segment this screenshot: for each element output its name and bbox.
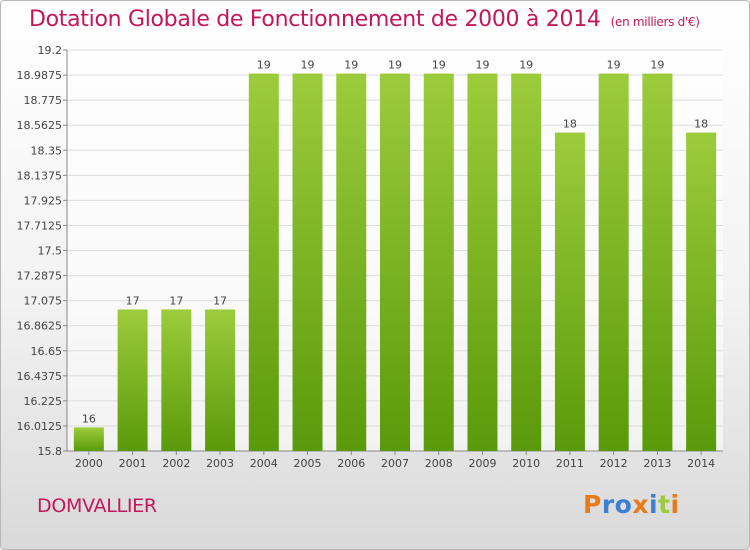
bar-2011	[554, 132, 585, 451]
bar-value-label: 19	[257, 59, 271, 72]
logo-letter: o	[614, 490, 633, 519]
bar-2005	[292, 73, 323, 452]
bar-value-label: 19	[388, 59, 402, 72]
x-tick-label: 2006	[337, 457, 365, 470]
y-tick-label: 18.775	[24, 94, 63, 107]
bar-value-label: 19	[650, 59, 664, 72]
bar-2001	[117, 309, 148, 451]
y-tick-label: 16.8625	[17, 320, 63, 333]
logo-letter: r	[601, 490, 615, 519]
bar-2004	[248, 73, 279, 452]
x-tick-label: 2007	[381, 457, 409, 470]
x-tick-label: 2005	[294, 457, 322, 470]
x-tick-label: 2001	[119, 457, 147, 470]
bar-2014	[686, 132, 717, 451]
bar-2013	[642, 73, 673, 452]
commune-name: DOMVALLIER	[37, 495, 157, 517]
y-tick-label: 16.65	[31, 345, 63, 358]
y-tick-label: 16.225	[24, 395, 63, 408]
logo-letter: i	[670, 490, 680, 519]
bar-2010	[511, 73, 542, 452]
chart-unit: (en milliers d'€)	[610, 15, 700, 29]
x-tick-label: 2002	[162, 457, 190, 470]
bar-2009	[467, 73, 498, 452]
y-tick-label: 16.4375	[17, 370, 63, 383]
proxiti-logo: Proxiti	[583, 490, 680, 519]
bar-value-label: 17	[169, 294, 183, 307]
x-tick-label: 2000	[75, 457, 103, 470]
y-tick-label: 17.925	[24, 194, 63, 207]
x-tick-label: 2013	[643, 457, 671, 470]
x-tick-label: 2009	[468, 457, 496, 470]
bar-2008	[423, 73, 454, 452]
x-tick-label: 2012	[600, 457, 628, 470]
bar-2003	[205, 309, 236, 451]
y-tick-label: 17.5	[38, 245, 63, 258]
chart-title-text: Dotation Globale de Fonctionnement de 20…	[29, 7, 601, 32]
y-tick-label: 18.1375	[17, 169, 63, 182]
x-tick-label: 2014	[687, 457, 715, 470]
bar-value-label: 19	[475, 59, 489, 72]
x-tick-label: 2003	[206, 457, 234, 470]
bar-value-label: 19	[301, 59, 315, 72]
bar-2000	[73, 427, 104, 451]
bar-value-label: 16	[82, 412, 96, 425]
x-tick-label: 2011	[556, 457, 584, 470]
y-tick-label: 15.8	[38, 445, 63, 458]
bar-value-label: 17	[126, 294, 140, 307]
bar-value-label: 19	[607, 59, 621, 72]
bar-2006	[336, 73, 367, 452]
logo-letter: i	[649, 490, 659, 519]
bar-value-label: 19	[519, 59, 533, 72]
chart-title: Dotation Globale de Fonctionnement de 20…	[29, 7, 700, 32]
y-tick-label: 16.0125	[17, 420, 63, 433]
bar-value-label: 19	[432, 59, 446, 72]
y-tick-label: 19.2	[38, 44, 63, 57]
y-tick-label: 17.7125	[17, 219, 63, 232]
logo-letter: t	[658, 490, 671, 519]
bar-value-label: 18	[694, 118, 708, 131]
y-tick-label: 18.9875	[17, 69, 63, 82]
y-tick-label: 18.35	[31, 144, 63, 157]
bar-2007	[380, 73, 410, 452]
logo-letter: P	[583, 490, 602, 519]
y-tick-label: 17.2875	[17, 270, 63, 283]
bar-2012	[598, 73, 629, 452]
bar-value-label: 18	[563, 118, 577, 131]
bar-value-label: 17	[213, 294, 227, 307]
x-tick-label: 2008	[425, 457, 453, 470]
bar-2002	[161, 309, 192, 451]
y-tick-label: 18.5625	[17, 119, 63, 132]
logo-letter: x	[632, 490, 649, 519]
bar-value-label: 19	[344, 59, 358, 72]
y-tick-label: 17.075	[24, 295, 63, 308]
x-tick-label: 2010	[512, 457, 540, 470]
x-tick-label: 2004	[250, 457, 278, 470]
